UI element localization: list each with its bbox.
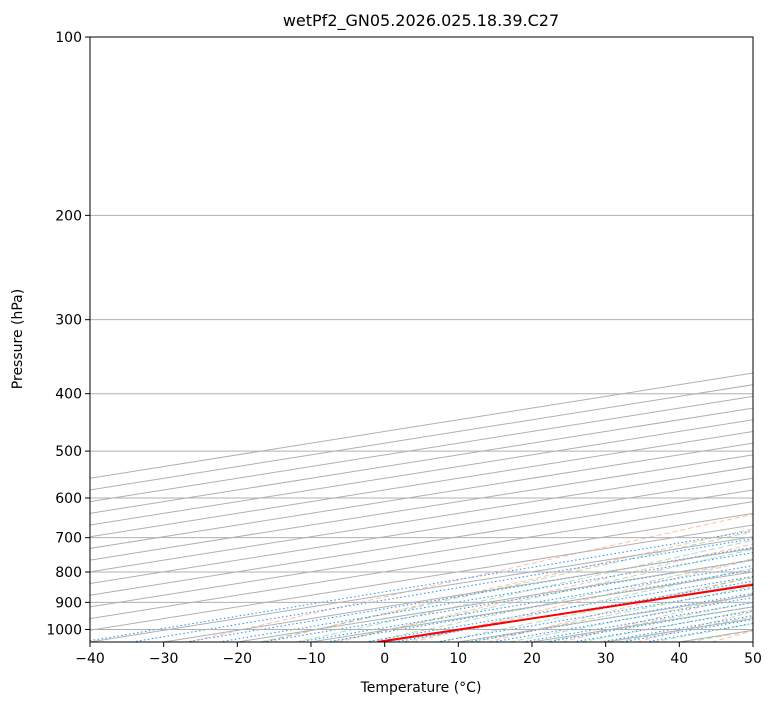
x-axis-label: Temperature (°C) (360, 680, 482, 696)
mixing-ratio-line (131, 538, 753, 642)
y-tick-label: 100 (55, 30, 82, 46)
pressure-gridlines (90, 37, 753, 630)
x-tick-label: 0 (380, 651, 389, 667)
dry-adiabat (562, 592, 753, 642)
x-tick-label: 20 (523, 651, 541, 667)
isotherm (90, 489, 753, 596)
x-tick-label: −30 (149, 651, 179, 667)
y-tick-label: 400 (55, 387, 82, 403)
isotherm (90, 477, 753, 585)
plot-frame (89, 36, 754, 643)
isotherm (90, 501, 753, 608)
moist-adiabat (403, 567, 753, 642)
y-axis-ticks: 100 200 300 400 500 600 700 800 900 1000 (46, 30, 90, 638)
x-tick-label: −20 (223, 651, 253, 667)
chart-title: wetPf2_GN05.2026.025.18.39.C27 (283, 11, 559, 31)
x-tick-label: −40 (75, 651, 105, 667)
x-tick-label: 50 (744, 651, 762, 667)
x-tick-label: 10 (449, 651, 467, 667)
y-tick-label: 800 (55, 565, 82, 581)
y-tick-label: 200 (55, 208, 82, 224)
mixing-ratio-line (436, 587, 753, 642)
moist-adiabat (367, 558, 753, 642)
y-axis-label: Pressure (hPa) (10, 289, 26, 389)
y-tick-label: 600 (55, 491, 82, 507)
isotherm (90, 524, 753, 631)
dry-adiabat (338, 543, 753, 642)
dry-adiabats (188, 513, 753, 642)
y-tick-label: 1000 (46, 622, 82, 638)
x-tick-label: −10 (296, 651, 326, 667)
skewed-isotherms (90, 372, 753, 642)
isotherm (90, 466, 753, 573)
dry-adiabat (412, 559, 753, 642)
mixing-ratio-line (365, 575, 753, 642)
isotherm (90, 536, 753, 642)
isotherm (90, 454, 753, 561)
y-tick-label: 900 (55, 595, 82, 611)
y-tick-label: 300 (55, 313, 82, 329)
dry-adiabat (188, 513, 753, 642)
x-axis-ticks: −40 −30 −20 −10 0 10 20 30 40 50 (75, 642, 762, 667)
plot-area: -100-90-80-70-60-50-40-30-20-100.10.20.4… (90, 37, 753, 642)
x-tick-label: 40 (670, 651, 688, 667)
y-tick-label: 500 (55, 444, 82, 460)
isotherm (90, 512, 753, 620)
x-tick-label: 30 (597, 651, 615, 667)
mixing-ratio-line (326, 569, 753, 642)
isotherm (90, 442, 753, 549)
y-tick-label: 700 (55, 531, 82, 547)
